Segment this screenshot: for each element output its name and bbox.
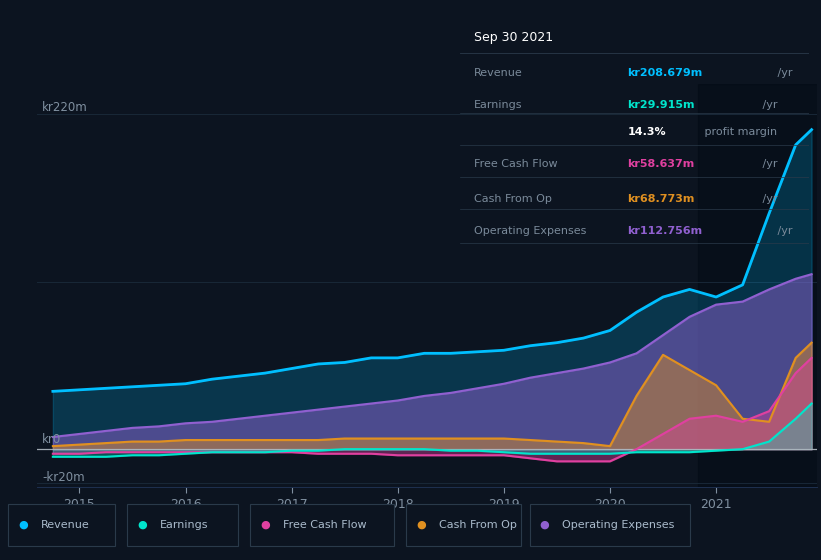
Text: ●: ●: [260, 520, 270, 530]
Text: profit margin: profit margin: [700, 127, 777, 137]
Text: kr58.637m: kr58.637m: [627, 160, 695, 169]
Text: ●: ●: [137, 520, 147, 530]
Text: Revenue: Revenue: [474, 68, 522, 78]
Text: /yr: /yr: [774, 68, 792, 78]
Text: ●: ●: [416, 520, 426, 530]
Bar: [698, 84, 821, 487]
Text: Cash From Op: Cash From Op: [474, 194, 552, 204]
Text: /yr: /yr: [759, 160, 777, 169]
Text: kr112.756m: kr112.756m: [627, 226, 703, 236]
Text: /yr: /yr: [759, 194, 777, 204]
Text: Sep 30 2021: Sep 30 2021: [474, 31, 553, 44]
Text: ●: ●: [18, 520, 28, 530]
Text: -kr20m: -kr20m: [42, 471, 85, 484]
Text: Free Cash Flow: Free Cash Flow: [283, 520, 367, 530]
Text: kr208.679m: kr208.679m: [627, 68, 703, 78]
Text: ●: ●: [539, 520, 549, 530]
Text: Earnings: Earnings: [160, 520, 209, 530]
Text: kr220m: kr220m: [42, 101, 88, 114]
Text: Earnings: Earnings: [474, 100, 522, 110]
Text: Operating Expenses: Operating Expenses: [474, 226, 586, 236]
Text: /yr: /yr: [759, 100, 777, 110]
Text: kr29.915m: kr29.915m: [627, 100, 695, 110]
Text: kr68.773m: kr68.773m: [627, 194, 695, 204]
Text: kr0: kr0: [42, 433, 62, 446]
Text: /yr: /yr: [774, 226, 792, 236]
Text: Cash From Op: Cash From Op: [439, 520, 517, 530]
Text: 14.3%: 14.3%: [627, 127, 666, 137]
Text: Revenue: Revenue: [41, 520, 89, 530]
Text: Operating Expenses: Operating Expenses: [562, 520, 675, 530]
Text: Free Cash Flow: Free Cash Flow: [474, 160, 557, 169]
